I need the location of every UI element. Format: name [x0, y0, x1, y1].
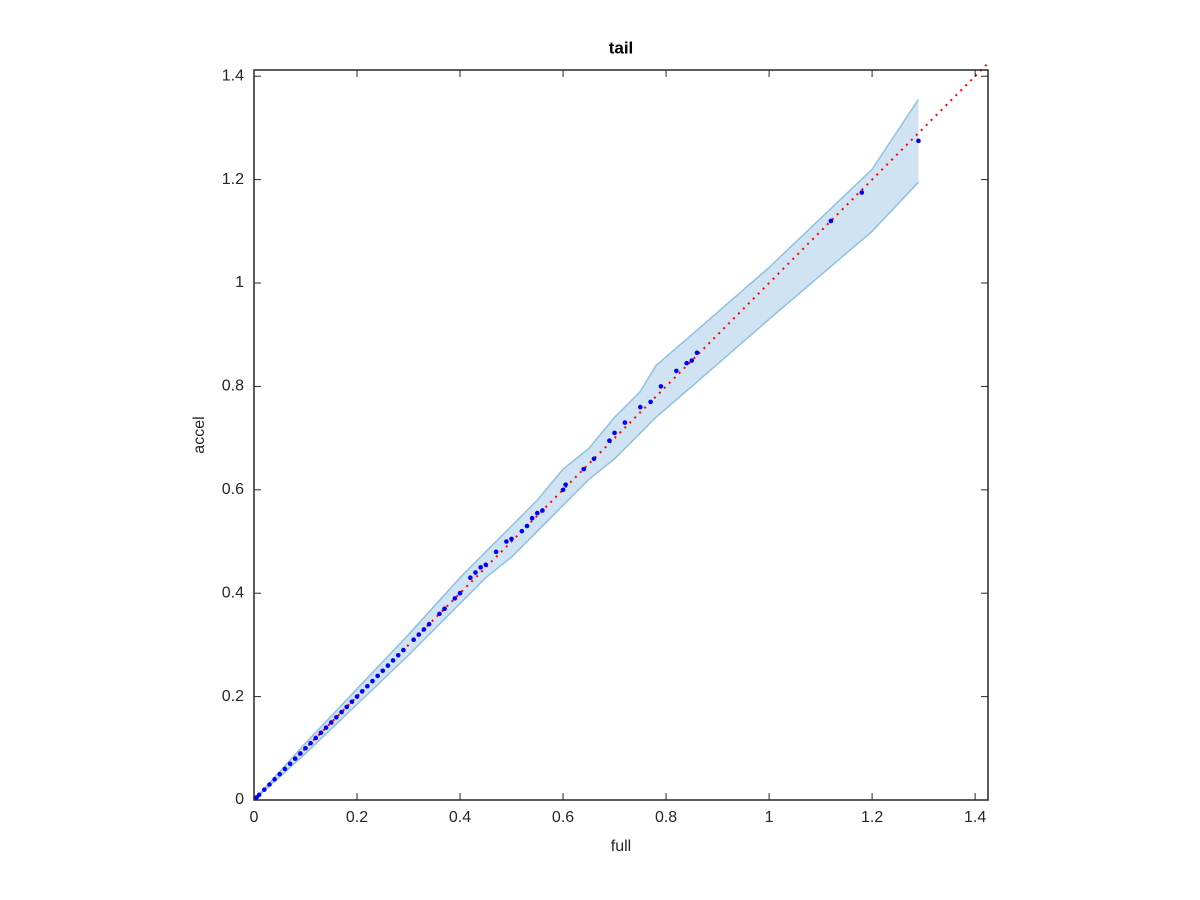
- data-point: [385, 663, 391, 668]
- data-point: [452, 596, 458, 601]
- data-point: [411, 637, 416, 643]
- chart-title: tail: [609, 38, 634, 57]
- x-tick-label: 0.8: [655, 809, 677, 826]
- y-tick-label: 0.2: [222, 688, 244, 705]
- data-point: [607, 438, 612, 443]
- y-tick-label: 1.4: [222, 67, 244, 84]
- data-point: [359, 689, 365, 694]
- data-point: [468, 575, 473, 580]
- data-point: [349, 699, 355, 705]
- data-point: [689, 358, 695, 363]
- data-point: [298, 751, 303, 756]
- data-point: [694, 350, 700, 356]
- x-tick-label: 1.4: [964, 809, 986, 826]
- data-point: [612, 430, 617, 436]
- y-axis-label: accel: [191, 416, 208, 453]
- data-point: [339, 709, 344, 715]
- x-tick-label: 0.4: [449, 809, 471, 826]
- data-point: [416, 632, 422, 637]
- data-point: [308, 740, 313, 746]
- data-point: [478, 565, 483, 570]
- data-point: [674, 368, 679, 374]
- data-point: [524, 523, 530, 529]
- data-point: [272, 777, 277, 782]
- data-point: [262, 787, 267, 792]
- data-point: [365, 683, 370, 689]
- y-tick-label: 1.2: [222, 171, 244, 188]
- data-point: [303, 746, 308, 751]
- data-point: [529, 515, 535, 521]
- data-point: [395, 652, 401, 658]
- data-point: [916, 138, 921, 144]
- data-point: [442, 606, 447, 612]
- data-point: [421, 627, 427, 632]
- data-point: [648, 399, 653, 405]
- data-point: [318, 730, 324, 736]
- data-point: [534, 510, 540, 516]
- data-point: [457, 590, 463, 596]
- data-point: [581, 466, 586, 472]
- data-point: [267, 782, 272, 787]
- x-tick-label: 1: [765, 809, 774, 826]
- confidence-band: [254, 99, 919, 800]
- band-upper-edge: [253, 99, 920, 801]
- data-point: [292, 756, 298, 761]
- data-point: [591, 456, 597, 462]
- data-point: [354, 694, 360, 699]
- data-point: [859, 190, 865, 195]
- data-point: [473, 570, 478, 575]
- x-axis-label: full: [611, 838, 631, 855]
- band-lower-edge: [253, 181, 920, 801]
- y-tick-label: 0.8: [222, 378, 244, 395]
- y-tick-label: 0: [235, 791, 244, 808]
- data-point: [328, 720, 334, 725]
- data-point: [323, 725, 329, 730]
- x-tick-label: 0.6: [552, 809, 574, 826]
- x-tick-label: 0: [250, 809, 259, 826]
- y-tick-label: 0.4: [222, 584, 244, 601]
- data-point: [256, 792, 262, 798]
- reference-line: [253, 62, 989, 801]
- data-point: [504, 539, 509, 544]
- data-point: [380, 668, 386, 674]
- x-tick-label: 0.2: [346, 809, 368, 826]
- axes-box: [253, 69, 989, 801]
- data-point: [519, 528, 525, 534]
- data-point: [375, 673, 380, 679]
- data-point: [344, 704, 350, 710]
- data-point: [493, 549, 499, 555]
- data-point: [540, 508, 545, 513]
- data-point: [828, 218, 834, 224]
- data-point: [684, 360, 689, 366]
- data-point: [563, 482, 568, 487]
- x-tick-label: 1.2: [861, 809, 883, 826]
- data-point: [426, 621, 432, 627]
- data-point: [638, 404, 643, 410]
- data-point: [560, 487, 566, 493]
- data-point: [277, 771, 283, 777]
- data-point: [282, 766, 288, 772]
- y-tick-label: 0.6: [222, 481, 244, 498]
- data-point: [401, 647, 406, 653]
- data-point: [483, 562, 489, 568]
- data-point: [509, 536, 514, 542]
- data-point: [622, 420, 628, 425]
- data-point: [437, 611, 442, 617]
- data-point: [313, 735, 319, 741]
- data-point: [658, 384, 664, 389]
- data-point: [390, 658, 396, 663]
- data-point: [334, 714, 339, 720]
- data-point: [370, 678, 375, 684]
- y-tick-label: 1: [235, 274, 244, 291]
- data-point: [287, 761, 293, 767]
